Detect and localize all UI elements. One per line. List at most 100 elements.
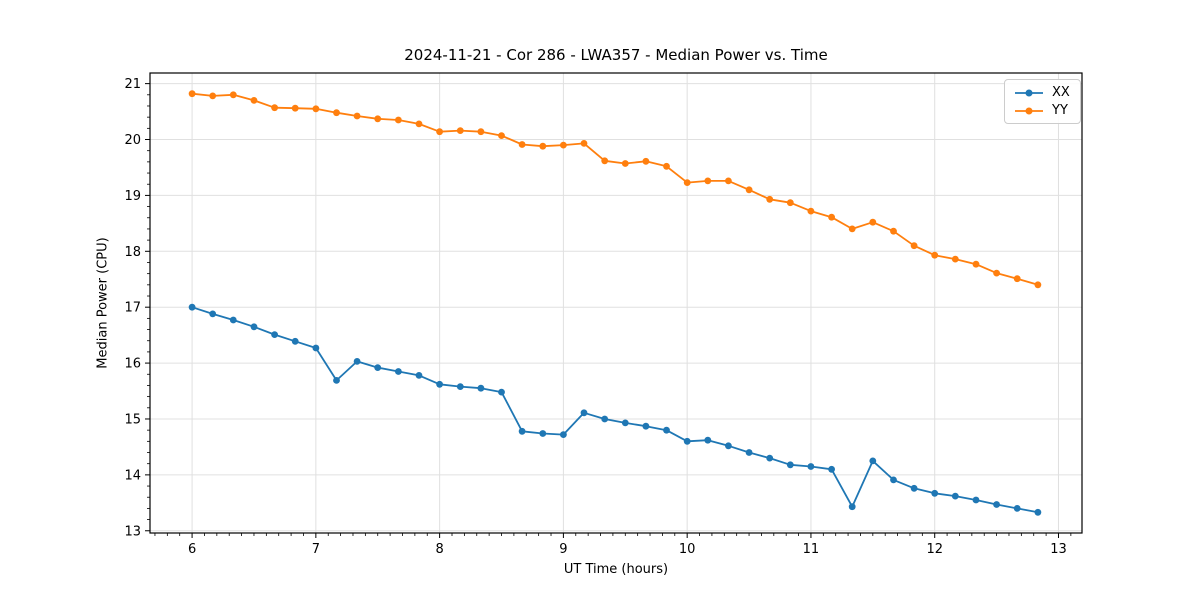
y-tick-label: 19 <box>124 189 141 204</box>
data-point-yy <box>951 255 959 263</box>
data-point-xx <box>560 431 567 438</box>
data-point-yy <box>312 105 320 113</box>
data-point-xx <box>766 454 774 462</box>
data-point-yy <box>353 112 361 120</box>
legend-label-yy: YY <box>1052 103 1068 118</box>
x-axis-label: UT Time (hours) <box>563 562 669 577</box>
data-point-xx <box>601 415 609 423</box>
legend-label-xx: XX <box>1052 85 1070 100</box>
data-point-xx <box>291 337 299 345</box>
data-point-xx <box>395 368 402 375</box>
data-point-yy <box>271 104 278 112</box>
data-point-xx <box>580 409 588 417</box>
data-point-xx <box>663 426 670 434</box>
data-point-yy <box>539 142 547 150</box>
x-tick-label: 8 <box>435 542 443 557</box>
y-tick-label: 17 <box>124 301 141 316</box>
x-tick-label: 6 <box>188 542 196 557</box>
legend-key-xx-line-icon <box>1015 89 1043 96</box>
data-point-yy <box>869 218 877 226</box>
data-point-xx <box>498 388 505 396</box>
chart-title: 2024-11-21 - Cor 286 - LWA357 - Median P… <box>404 46 828 64</box>
y-tick-label: 16 <box>124 357 141 372</box>
data-point-yy <box>250 97 258 104</box>
data-point-yy <box>436 128 443 136</box>
data-point-xx <box>786 461 794 469</box>
data-point-xx <box>725 442 732 450</box>
data-point-yy <box>807 207 815 215</box>
data-point-xx <box>250 323 258 331</box>
data-point-xx <box>415 372 423 379</box>
data-point-xx <box>312 344 320 352</box>
data-point-yy <box>828 213 835 221</box>
data-point-xx <box>951 492 959 500</box>
data-point-xx <box>1034 508 1042 516</box>
data-point-yy <box>498 132 505 140</box>
data-point-xx <box>456 383 464 390</box>
data-point-yy <box>725 177 732 185</box>
data-point-xx <box>333 377 340 384</box>
data-point-yy <box>374 115 382 123</box>
data-point-yy <box>580 140 588 147</box>
data-point-xx <box>972 496 980 504</box>
data-point-yy <box>972 260 980 268</box>
data-point-yy <box>188 90 196 98</box>
y-tick-label: 14 <box>124 468 141 483</box>
data-point-yy <box>1013 275 1021 283</box>
data-point-xx <box>704 436 712 444</box>
legend-key-yy-line-icon <box>1015 107 1043 114</box>
data-point-xx <box>745 449 753 456</box>
data-point-yy <box>601 157 609 165</box>
data-point-xx <box>621 419 629 427</box>
x-tick-label: 7 <box>312 542 320 557</box>
y-tick-label: 18 <box>124 245 141 260</box>
data-point-yy <box>745 186 753 194</box>
legend-item-yy: YY <box>1014 103 1070 118</box>
data-point-xx <box>993 501 1000 508</box>
data-point-yy <box>291 104 299 112</box>
data-point-xx <box>931 489 939 497</box>
data-point-yy <box>415 120 423 128</box>
data-point-yy <box>1034 281 1042 289</box>
data-point-yy <box>890 227 897 235</box>
x-tick-label: 13 <box>1050 542 1067 557</box>
data-point-yy <box>333 109 340 117</box>
data-point-yy <box>621 160 629 167</box>
data-point-xx <box>1013 505 1021 512</box>
data-point-xx <box>188 303 196 311</box>
data-point-yy <box>786 199 794 207</box>
y-axis-label: Median Power (CPU) <box>95 237 111 369</box>
data-point-xx <box>828 465 835 473</box>
data-point-xx <box>353 358 361 365</box>
data-point-xx <box>209 310 217 318</box>
data-point-yy <box>642 157 650 165</box>
x-tick-label: 11 <box>803 542 820 557</box>
data-point-yy <box>209 92 217 100</box>
axes-frame <box>149 72 1083 534</box>
data-point-yy <box>560 141 567 149</box>
x-tick-label: 12 <box>926 542 943 557</box>
data-point-yy <box>848 225 856 233</box>
y-tick-label: 20 <box>124 133 141 148</box>
data-point-yy <box>766 195 774 203</box>
data-point-yy <box>518 141 526 148</box>
data-point-yy <box>477 128 485 136</box>
data-point-xx <box>910 484 918 492</box>
y-tick-label: 15 <box>124 412 141 427</box>
x-tick-label: 9 <box>559 542 567 557</box>
data-point-xx <box>436 380 443 388</box>
series-line-yy <box>191 92 1039 286</box>
data-point-xx <box>869 457 877 465</box>
data-point-yy <box>931 251 939 259</box>
y-tick-label: 13 <box>124 524 141 539</box>
data-point-yy <box>993 269 1000 277</box>
data-point-xx <box>890 476 897 484</box>
data-point-xx <box>539 430 547 437</box>
data-point-yy <box>395 116 402 124</box>
y-tick-label: 21 <box>124 77 141 92</box>
data-point-xx <box>683 437 691 445</box>
data-point-yy <box>229 91 237 99</box>
data-point-yy <box>704 177 712 185</box>
